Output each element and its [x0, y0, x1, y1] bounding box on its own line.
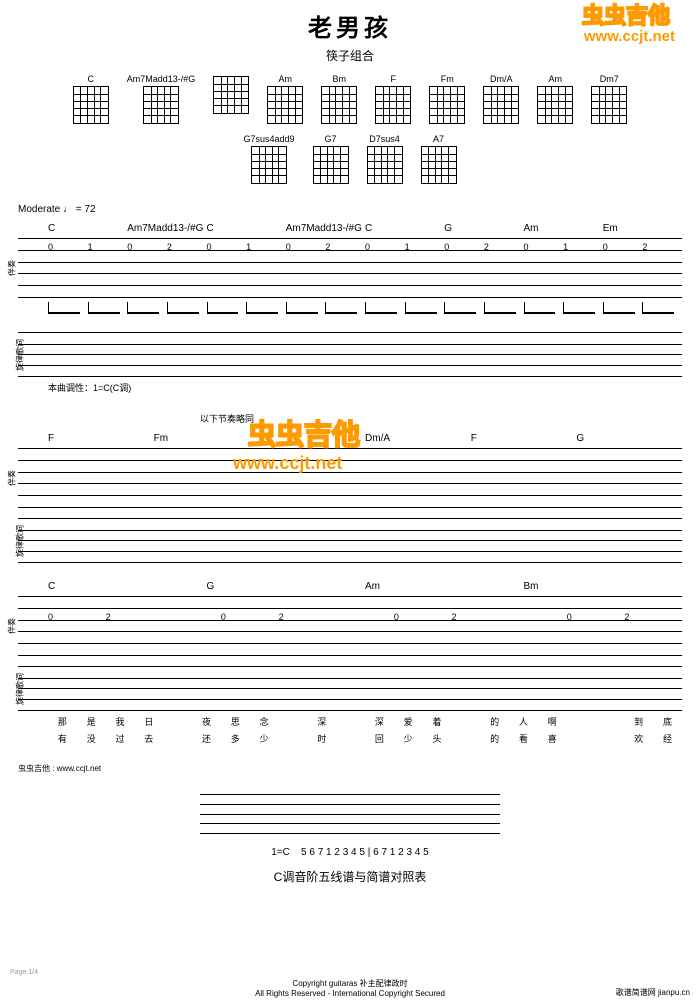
rhythm-1	[18, 302, 682, 322]
chord-diagram: Bm	[321, 74, 357, 124]
rhythm-annotation: 以下节奏略同	[200, 412, 700, 425]
song-title: 老男孩	[0, 8, 700, 43]
lyrics-row-2: 有没过去还多少时回少头的看喜欢经	[18, 732, 682, 745]
chord-diagram: Dm7	[591, 74, 627, 124]
chord-diagram: F	[375, 74, 411, 124]
chord-diagrams-row-1: C Am7Madd13-/#G Am Bm F Fm Dm/A Am Dm7	[0, 74, 700, 124]
chord-labels-3: CGAmBm	[18, 581, 682, 592]
tab-notes-3: 02020202	[48, 612, 682, 622]
chord-diagram: Fm	[429, 74, 465, 124]
copyright-text: Copyright guitaras 补主配律政时	[0, 978, 700, 989]
tab-staff-2: 伴奏	[18, 448, 682, 508]
chord-diagram: Am7Madd13-/#G	[127, 74, 196, 124]
artist-name: 筷子组合	[0, 47, 700, 64]
chord-diagram: Am	[537, 74, 573, 124]
tab-label: 伴奏	[7, 260, 18, 276]
melody-label: 旋律歌词	[15, 339, 26, 371]
scale-key: 1=C	[271, 847, 290, 858]
std-staff-2: 旋律歌词	[18, 518, 682, 563]
std-staff-3: 旋律歌词	[18, 666, 682, 711]
system-3: CGAmBm 伴奏 02020202 旋律歌词 那是我日夜思念深深爱着的人啊到底…	[18, 581, 682, 745]
chord-labels-1: CAm7Madd13-/#GCAm7Madd13-/#GCGAmEm	[18, 223, 682, 234]
scale-nums-text: 5 6 7 1 2 3 4 5 | 6 7 1 2 3 4 5	[301, 847, 429, 858]
tab-label-3: 伴奏	[7, 618, 18, 634]
tab-label-2: 伴奏	[7, 470, 18, 486]
scale-numbers: 1=C 5 6 7 1 2 3 4 5 | 6 7 1 2 3 4 5	[0, 847, 700, 858]
scale-staff	[200, 794, 500, 834]
site-credit: 歌谱简谱网 jianpu.cn	[616, 987, 690, 998]
melody-label-2: 旋律歌词	[15, 525, 26, 557]
scale-reference: 虫虫吉他 www.ccjt.net 1=C 5 6 7 1 2 3 4 5 | …	[0, 794, 700, 885]
tab-notes-1: 0102010201020102	[48, 242, 682, 252]
footer-copyright: Copyright guitaras 补主配律政时 All Rights Res…	[0, 978, 700, 998]
tab-staff-1: 伴奏 0102010201020102	[18, 238, 682, 298]
std-staff-1: 旋律歌词	[18, 332, 682, 377]
scale-title: C调音阶五线谱与简谱对照表	[0, 868, 700, 885]
chord-diagram	[213, 74, 249, 124]
chord-diagram: Am	[267, 74, 303, 124]
tab-staff-3: 伴奏 02020202	[18, 596, 682, 656]
chord-diagrams-row-2: G7sus4add9 G7 D7sus4 A7	[0, 134, 700, 184]
system-1: CAm7Madd13-/#GCAm7Madd13-/#GCGAmEm 伴奏 01…	[18, 223, 682, 394]
chord-diagram: C	[73, 74, 109, 124]
chord-labels-2: FFmDm/AFG	[18, 433, 682, 444]
credit-line: 虫虫吉他 : www.ccjt.net	[18, 763, 682, 774]
chord-diagram: D7sus4	[367, 134, 403, 184]
system-2: FFmDm/AFG 伴奏 旋律歌词 虫虫吉他 www.ccjt.net	[18, 433, 682, 563]
rights-text: All Rights Reserved - International Copy…	[0, 989, 700, 998]
melody-label-3: 旋律歌词	[15, 673, 26, 705]
chord-diagram: G7	[313, 134, 349, 184]
lyrics-row-1: 那是我日夜思念深深爱着的人啊到底	[18, 715, 682, 728]
page-number: Page 1/4	[10, 969, 38, 976]
tempo-marking: Moderate ♩ = 72	[18, 204, 700, 215]
key-note: 本曲调性：1=C(C调)	[48, 381, 682, 394]
chord-diagram: G7sus4add9	[243, 134, 294, 184]
chord-diagram: A7	[421, 134, 457, 184]
chord-diagram: Dm/A	[483, 74, 519, 124]
